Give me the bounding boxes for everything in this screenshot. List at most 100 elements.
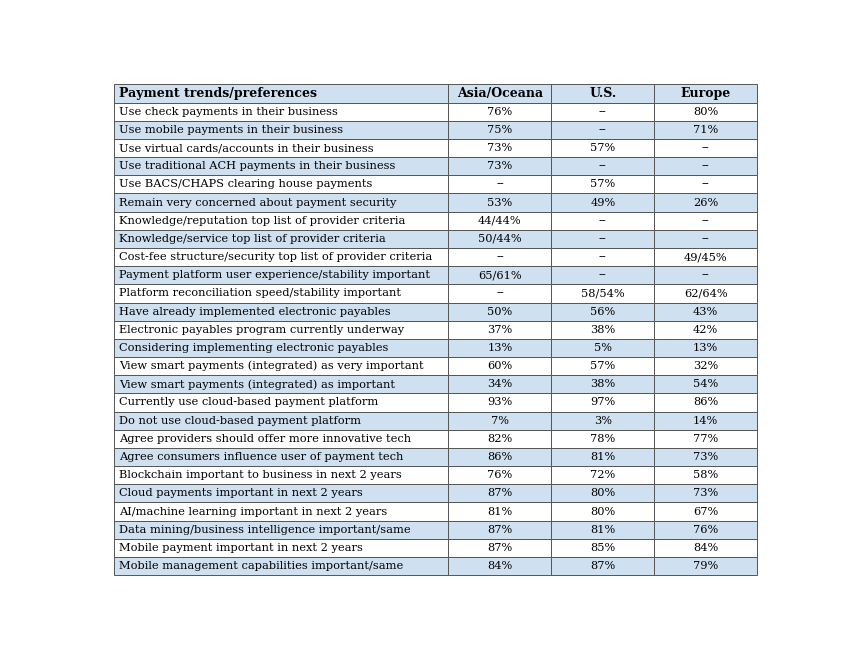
- Bar: [114, 393, 449, 411]
- Text: --: --: [599, 106, 607, 117]
- Bar: [114, 212, 449, 230]
- Bar: [114, 157, 449, 175]
- Bar: [654, 430, 757, 448]
- Text: --: --: [702, 161, 710, 171]
- Bar: [449, 466, 552, 485]
- Bar: [552, 539, 654, 557]
- Text: 80%: 80%: [693, 106, 718, 117]
- Text: 60%: 60%: [487, 361, 513, 371]
- Text: 62/64%: 62/64%: [684, 289, 728, 298]
- Bar: [449, 284, 552, 302]
- Bar: [449, 430, 552, 448]
- Text: 58/54%: 58/54%: [581, 289, 625, 298]
- Bar: [552, 266, 654, 284]
- Bar: [449, 121, 552, 139]
- Text: 7%: 7%: [491, 416, 509, 426]
- Text: --: --: [496, 289, 504, 298]
- Bar: [654, 157, 757, 175]
- Bar: [654, 321, 757, 339]
- Text: 93%: 93%: [487, 398, 513, 407]
- Bar: [654, 266, 757, 284]
- Text: --: --: [496, 252, 504, 262]
- Text: Considering implementing electronic payables: Considering implementing electronic paya…: [119, 343, 388, 353]
- Bar: [449, 393, 552, 411]
- Bar: [552, 375, 654, 393]
- Text: 87%: 87%: [487, 543, 513, 553]
- Bar: [449, 485, 552, 502]
- Text: Have already implemented electronic payables: Have already implemented electronic paya…: [119, 307, 391, 317]
- Bar: [449, 302, 552, 321]
- Bar: [552, 157, 654, 175]
- Text: 43%: 43%: [693, 307, 718, 317]
- Bar: [114, 466, 449, 485]
- Bar: [654, 557, 757, 575]
- Bar: [654, 502, 757, 520]
- Text: Use traditional ACH payments in their business: Use traditional ACH payments in their bu…: [119, 161, 396, 171]
- Bar: [552, 103, 654, 121]
- Text: 54%: 54%: [693, 379, 718, 389]
- Bar: [552, 502, 654, 520]
- Bar: [552, 430, 654, 448]
- Text: 14%: 14%: [693, 416, 718, 426]
- Bar: [552, 230, 654, 248]
- Text: U.S.: U.S.: [589, 87, 616, 100]
- Text: 85%: 85%: [590, 543, 615, 553]
- Text: 34%: 34%: [487, 379, 513, 389]
- Text: 81%: 81%: [590, 452, 615, 462]
- Bar: [114, 302, 449, 321]
- Bar: [552, 321, 654, 339]
- Bar: [449, 520, 552, 539]
- Text: 79%: 79%: [693, 561, 718, 571]
- Bar: [654, 539, 757, 557]
- Text: 72%: 72%: [590, 470, 615, 480]
- Text: 13%: 13%: [693, 343, 718, 353]
- Bar: [552, 393, 654, 411]
- Bar: [449, 84, 552, 103]
- Bar: [552, 339, 654, 357]
- Bar: [552, 302, 654, 321]
- Text: --: --: [702, 215, 710, 226]
- Text: Agree providers should offer more innovative tech: Agree providers should offer more innova…: [119, 434, 411, 444]
- Bar: [654, 375, 757, 393]
- Text: 3%: 3%: [594, 416, 612, 426]
- Bar: [654, 175, 757, 193]
- Text: 75%: 75%: [487, 125, 513, 135]
- Text: 57%: 57%: [590, 143, 615, 153]
- Bar: [449, 157, 552, 175]
- Text: 97%: 97%: [590, 398, 615, 407]
- Bar: [114, 248, 449, 266]
- Bar: [449, 339, 552, 357]
- Bar: [114, 430, 449, 448]
- Bar: [114, 103, 449, 121]
- Text: 67%: 67%: [693, 507, 718, 517]
- Text: --: --: [599, 161, 607, 171]
- Bar: [654, 485, 757, 502]
- Text: 49%: 49%: [590, 198, 615, 208]
- Text: 38%: 38%: [590, 379, 615, 389]
- Text: Knowledge/reputation top list of provider criteria: Knowledge/reputation top list of provide…: [119, 215, 405, 226]
- Bar: [114, 193, 449, 212]
- Text: 86%: 86%: [487, 452, 513, 462]
- Bar: [552, 466, 654, 485]
- Bar: [449, 502, 552, 520]
- Text: --: --: [599, 234, 607, 244]
- Bar: [552, 485, 654, 502]
- Text: Payment platform user experience/stability important: Payment platform user experience/stabili…: [119, 270, 430, 280]
- Bar: [114, 375, 449, 393]
- Text: 80%: 80%: [590, 507, 615, 517]
- Text: 71%: 71%: [693, 125, 718, 135]
- Text: 87%: 87%: [590, 561, 615, 571]
- Bar: [449, 448, 552, 466]
- Bar: [114, 357, 449, 375]
- Text: 38%: 38%: [590, 325, 615, 335]
- Bar: [552, 175, 654, 193]
- Text: 84%: 84%: [693, 543, 718, 553]
- Bar: [449, 539, 552, 557]
- Bar: [449, 230, 552, 248]
- Bar: [114, 321, 449, 339]
- Bar: [654, 121, 757, 139]
- Text: --: --: [702, 143, 710, 153]
- Bar: [114, 84, 449, 103]
- Bar: [114, 175, 449, 193]
- Bar: [449, 411, 552, 430]
